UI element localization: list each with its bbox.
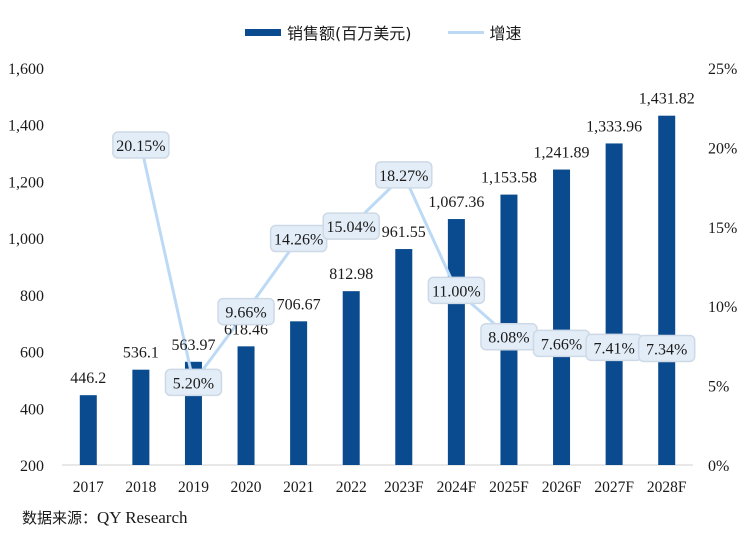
bar-value-label: 1,153.58 [481, 170, 537, 187]
legend-bar-label: 销售额(百万美元) [287, 24, 412, 43]
legend-line-label: 增速 [489, 24, 522, 43]
x-axis-tick: 2025F [489, 479, 529, 496]
growth-value-label: 15.04% [327, 219, 376, 236]
x-axis-tick: 2028F [647, 479, 687, 496]
growth-label-box [322, 212, 380, 240]
legend-line-swatch [447, 30, 484, 34]
growth-value-label: 11.00% [432, 283, 481, 300]
bar [395, 249, 413, 465]
left-axis-tick: 1,600 [8, 61, 44, 78]
bar [447, 219, 465, 465]
left-axis-tick: 200 [20, 458, 44, 475]
growth-value-label: 7.41% [593, 340, 634, 357]
x-axis-tick: 2018 [125, 479, 156, 496]
bar-value-label: 446.2 [70, 370, 106, 387]
left-axis-tick: 800 [20, 288, 44, 305]
left-axis-tick: 1,000 [8, 231, 44, 248]
growth-label-box [427, 276, 486, 305]
x-axis-tick: 2017 [73, 479, 104, 496]
legend: 销售额(百万美元) 增速 [245, 20, 522, 44]
bar [132, 369, 150, 465]
growth-value-label: 14.26% [274, 232, 323, 249]
right-axis-tick: 25% [708, 61, 737, 78]
growth-label-box [164, 368, 223, 397]
growth-label-box [217, 297, 275, 326]
bar-value-label: 706.67 [277, 296, 321, 313]
x-axis-tick: 2027F [594, 479, 634, 496]
bar-value-label: 961.55 [382, 224, 426, 241]
x-axis-tick: 2023F [384, 479, 424, 496]
bar [605, 143, 623, 465]
source-name: QY Research [97, 508, 188, 527]
bar [237, 346, 255, 465]
right-axis-tick: 20% [708, 140, 737, 157]
left-axis-tick: 400 [20, 401, 44, 418]
bar [658, 115, 676, 465]
growth-value-label: 7.34% [646, 341, 687, 358]
bar-value-label: 1,241.89 [534, 145, 590, 162]
bar [553, 169, 571, 466]
x-axis-tick: 2024F [437, 479, 477, 496]
right-axis-tick: 10% [708, 299, 737, 316]
bar [79, 395, 97, 465]
bar [290, 321, 308, 465]
bar-value-label: 1,431.82 [639, 91, 695, 108]
bar-value-label: 536.1 [123, 345, 159, 362]
x-axis-tick: 2020 [231, 479, 262, 496]
left-axis-tick: 1,400 [8, 118, 44, 135]
growth-label-box [375, 161, 433, 189]
left-axis-tick: 1,200 [8, 174, 44, 191]
bar-value-label: 1,067.36 [428, 194, 484, 211]
right-axis-tick: 5% [708, 379, 729, 396]
growth-label-box [112, 131, 170, 159]
source-note: 数据来源：QY Research [22, 507, 188, 528]
bar-value-label: 563.97 [171, 337, 215, 354]
legend-bar-swatch [245, 28, 281, 36]
left-axis-tick: 600 [20, 345, 44, 362]
growth-value-label: 7.66% [541, 336, 582, 353]
x-axis-tick: 2019 [178, 479, 209, 496]
bar-value-label: 1,333.96 [586, 118, 642, 135]
right-axis-tick: 15% [708, 220, 737, 237]
bar [342, 291, 360, 465]
bar-value-label: 618.46 [224, 321, 268, 338]
growth-label-box [637, 334, 696, 363]
source-prefix: 数据来源： [22, 509, 98, 527]
x-axis-tick: 2021 [283, 479, 314, 496]
growth-value-label: 5.20% [173, 375, 214, 392]
growth-value-label: 9.66% [225, 305, 266, 322]
bar-value-label: 812.98 [329, 266, 373, 283]
growth-value-label: 18.27% [379, 168, 428, 185]
growth-value-label: 20.15% [116, 138, 165, 155]
x-axis-tick: 2026F [542, 479, 582, 496]
x-axis-tick: 2022 [336, 479, 367, 496]
growth-value-label: 8.08% [488, 330, 529, 347]
right-axis-tick: 0% [708, 458, 729, 475]
